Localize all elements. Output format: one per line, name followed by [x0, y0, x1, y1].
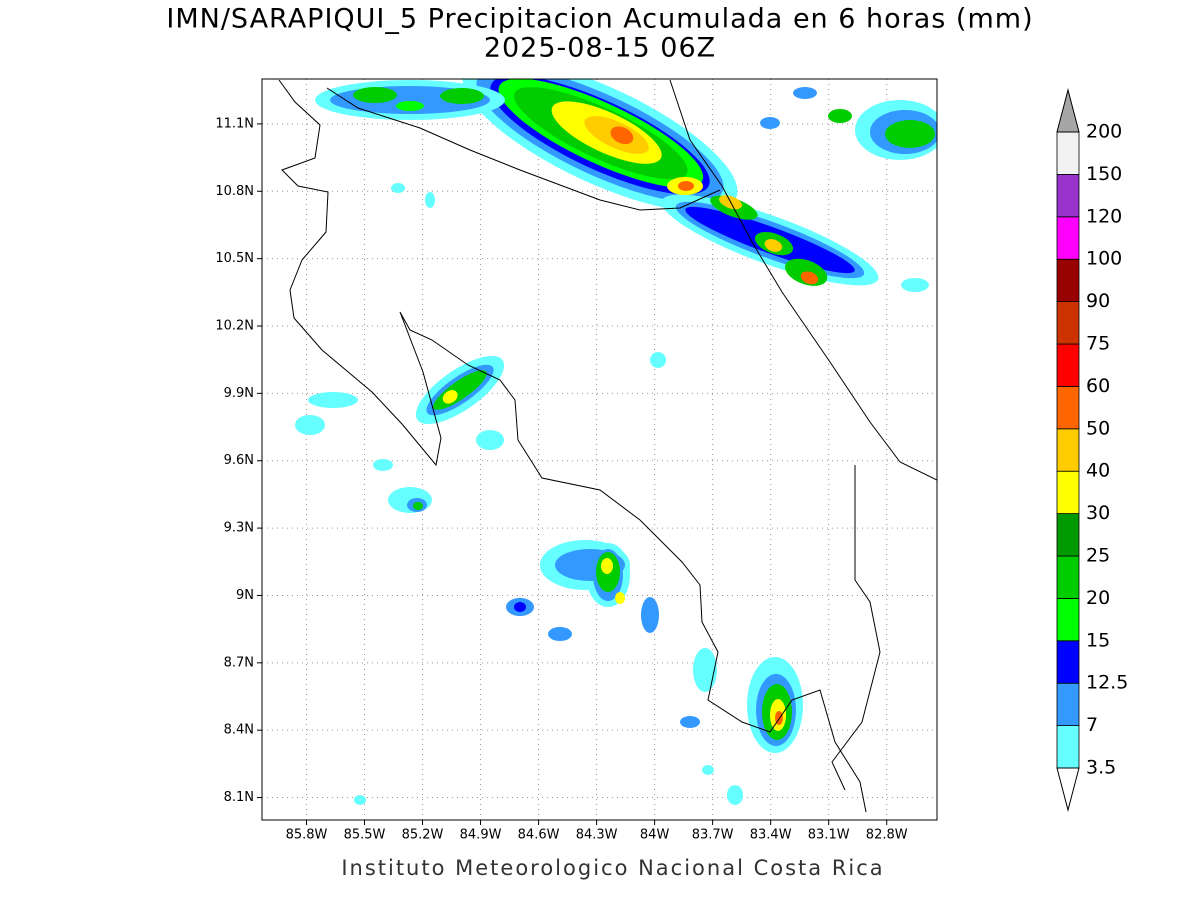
x-tick-label: 83.4W	[750, 828, 792, 843]
y-tick-label: 8.4N	[224, 723, 254, 738]
colorbar-over	[1056, 88, 1080, 133]
y-tick-label: 10.2N	[215, 319, 254, 334]
colorbar-segment	[1056, 470, 1080, 515]
x-tick-label: 82.8W	[866, 828, 908, 843]
subtitle: 2025-08-15 06Z	[484, 33, 716, 64]
colorbar-segment	[1056, 385, 1080, 430]
x-tick-label: 84.6W	[518, 828, 560, 843]
y-tick-label: 10.5N	[215, 251, 254, 266]
x-tick-label: 84.9W	[460, 828, 502, 843]
rain-cell	[415, 355, 505, 425]
colorbar-segment	[1056, 258, 1080, 303]
x-tick-label: 85.8W	[286, 828, 328, 843]
y-tick-label: 9N	[236, 588, 254, 603]
colorbar-segment	[1056, 598, 1080, 642]
precipitation-field	[295, 79, 937, 805]
colorbar-segment	[1056, 216, 1080, 260]
y-tick-label: 8.1N	[224, 790, 254, 805]
colorbar-segment	[1056, 555, 1080, 599]
colorbar: 3.5 7 12.5 15 20 25 30 40 50 60 75 90 100 120 150 200	[1056, 88, 1128, 812]
colorbar-segment	[1056, 428, 1080, 472]
colorbar-under	[1056, 767, 1080, 812]
footer: Instituto Meteorologico Nacional Costa R…	[341, 856, 884, 880]
map-frame	[261, 78, 938, 821]
colorbar-segment	[1056, 301, 1080, 345]
colorbar-label: 120	[1086, 205, 1122, 227]
colorbar-label: 200	[1086, 121, 1122, 143]
colorbar-label: 3.5	[1086, 757, 1116, 779]
colorbar-segment	[1056, 131, 1080, 175]
grid	[262, 79, 937, 820]
x-tick-label: 85.5W	[344, 828, 386, 843]
rain-cell	[295, 183, 743, 805]
colorbar-label: 40	[1086, 460, 1110, 482]
colorbar-label: 20	[1086, 587, 1110, 609]
colorbar-segment	[1056, 682, 1080, 727]
colorbar-label: 150	[1086, 163, 1122, 185]
colorbar-segment	[1056, 640, 1080, 684]
colorbar-label: 12.5	[1086, 672, 1128, 694]
rain-cell	[315, 80, 937, 292]
colorbar-label: 60	[1086, 375, 1110, 397]
rain-cell	[661, 194, 879, 286]
colorbar-label: 30	[1086, 502, 1110, 524]
colorbar-label: 75	[1086, 333, 1110, 355]
rain-cell	[747, 657, 803, 753]
colorbar-segment	[1056, 725, 1080, 769]
y-tick-label: 9.9N	[224, 386, 254, 401]
rain-cell	[462, 79, 738, 212]
axes: 85.8W 85.5W 85.2W 84.9W 84.6W 84.3W 84W 83.7W 83…	[215, 116, 907, 842]
colorbar-segment	[1056, 343, 1080, 387]
y-tick-label: 11.1N	[215, 116, 254, 131]
colorbar-label: 15	[1086, 629, 1110, 651]
title: IMN/SARAPIQUI_5 Precipitacion Acumulada …	[166, 4, 1033, 35]
y-tick-label: 9.3N	[224, 521, 254, 536]
x-tick-label: 83.7W	[692, 828, 734, 843]
colorbar-segment	[1056, 173, 1080, 218]
colorbar-label: 25	[1086, 545, 1110, 567]
y-tick-label: 9.6N	[224, 453, 254, 468]
colorbar-segment	[1056, 513, 1080, 557]
x-tick-label: 85.2W	[402, 828, 444, 843]
colorbar-label: 7	[1086, 714, 1098, 736]
colorbar-label: 50	[1086, 417, 1110, 439]
colorbar-label: 90	[1086, 290, 1110, 312]
coastlines	[278, 79, 937, 813]
x-tick-label: 83.1W	[808, 828, 850, 843]
x-tick-label: 84.3W	[576, 828, 618, 843]
y-tick-label: 8.7N	[224, 655, 254, 670]
x-tick-label: 84W	[640, 828, 670, 843]
y-tick-label: 10.8N	[215, 184, 254, 199]
colorbar-label: 100	[1086, 248, 1122, 270]
rain-cell	[540, 540, 630, 607]
